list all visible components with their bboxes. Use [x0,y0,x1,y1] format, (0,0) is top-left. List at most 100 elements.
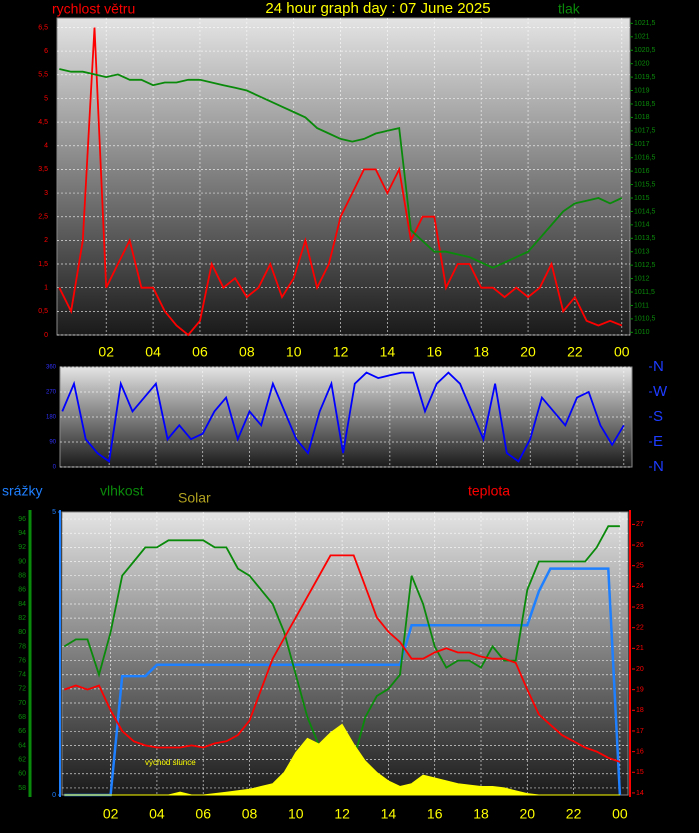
legend-label: tlak [558,1,581,17]
plot-area [56,17,631,336]
x-tick-label: 06 [195,806,211,822]
y-tick-label: 92 [18,544,26,551]
x-tick-label: 02 [103,806,119,822]
y-tick-label: 3 [44,190,48,197]
y-tick-label: 16 [636,748,644,755]
y-tick-label: 17 [636,728,644,735]
x-tick-label: 10 [288,806,304,822]
x-tick-label: 00 [614,344,630,360]
y-tick-label: 1 [44,285,48,292]
legend-label: Solar [178,490,211,506]
y-tick-label: 1015,5 [634,181,656,188]
y-tick-label: 96 [18,516,26,523]
y-tick-label: 19 [636,686,644,693]
y-tick-label: 24 [636,583,644,590]
x-tick-label: 08 [242,806,258,822]
y-tick-label: 0 [52,792,56,799]
y-tick-label: 2,5 [38,214,48,221]
y-tick-label: 1020 [634,61,650,68]
x-tick-label: 14 [381,806,397,822]
x-tick-label: 20 [520,806,536,822]
y-tick-label: 1010,5 [634,316,656,323]
y-tick-label: 80 [18,629,26,636]
y-tick-label: 1017,5 [634,128,656,135]
y-tick-label: 68 [18,714,26,721]
y-tick-label: 1021 [634,34,650,41]
x-tick-label: 04 [145,344,161,360]
y-tick-label: S [653,408,663,425]
series-line [59,68,623,269]
series-line [58,27,623,337]
y-tick-label: 64 [18,742,26,749]
y-tick-label: 360 [46,365,57,371]
x-tick-label: 22 [566,806,582,822]
x-tick-label: 02 [98,344,114,360]
y-tick-label: 2 [44,237,48,244]
y-tick-label: 72 [18,686,26,693]
x-tick-label: 12 [334,806,350,822]
chart-title: 24 hour graph day : 07 June 2025 [265,0,490,17]
y-tick-label: 6 [44,48,48,55]
y-tick-label: 76 [18,657,26,664]
legend-label: teplota [468,483,510,499]
y-tick-label: 22 [636,625,644,632]
y-tick-label: 1013,5 [634,235,656,242]
x-tick-label: 18 [473,344,489,360]
y-tick-label: 23 [636,604,644,611]
y-tick-label: 0,5 [38,308,48,315]
y-tick-label: 1014 [634,222,650,229]
x-tick-label: 14 [380,344,396,360]
y-tick-label: 0 [53,465,57,471]
y-tick-label: 74 [18,672,26,679]
y-tick-label: 4 [44,143,48,150]
y-tick-label: 1019,5 [634,74,656,81]
y-tick-label: 1018 [634,114,650,121]
y-tick-label: 1010 [634,329,650,336]
y-tick-label: 25 [636,563,644,570]
x-tick-label: 08 [239,344,255,360]
y-tick-label: 78 [18,643,26,650]
y-tick-label: 14 [636,790,644,797]
y-tick-label: 27 [636,521,644,528]
solar-area [64,723,620,796]
y-tick-label: 58 [18,785,26,792]
y-tick-label: 90 [49,440,56,446]
y-tick-label: 20 [636,666,644,673]
y-tick-label: 15 [636,769,644,776]
x-tick-label: 10 [286,344,302,360]
legend-label: rychlost větru [52,1,135,17]
series-line [64,554,621,763]
y-tick-label: 1012,5 [634,262,656,269]
y-tick-label: 6,5 [38,24,48,31]
annotation: východ slunce [145,758,196,767]
y-tick-label: E [653,433,663,450]
y-tick-label: N [653,358,664,375]
y-tick-label: 3,5 [38,166,48,173]
y-tick-label: 1015 [634,195,650,202]
x-tick-label: 12 [333,344,349,360]
y-tick-label: 5,5 [38,72,48,79]
y-tick-label: 84 [18,601,26,608]
y-tick-label: 1019 [634,87,650,94]
series-line [61,371,625,463]
y-tick-label: 270 [46,390,57,396]
y-tick-label: 1017 [634,141,650,148]
x-tick-label: 16 [427,806,443,822]
y-tick-label: 94 [18,530,26,537]
y-tick-label: 18 [636,707,644,714]
y-tick-label: 1021,5 [634,20,656,27]
y-tick-label: 4,5 [38,119,48,126]
y-tick-label: 0 [44,332,48,339]
legend-label: vlhkost [100,483,144,499]
y-tick-label: W [653,383,668,400]
y-tick-label: 21 [636,645,644,652]
y-tick-label: 1020,5 [634,47,656,54]
y-tick-label: 1011 [634,302,649,309]
legend-label: srážky [2,483,42,499]
y-tick-label: 1016,5 [634,155,656,162]
x-tick-label: 20 [520,344,536,360]
y-tick-label: 82 [18,615,26,622]
x-tick-label: 22 [567,344,583,360]
y-tick-label: 5 [52,509,56,516]
